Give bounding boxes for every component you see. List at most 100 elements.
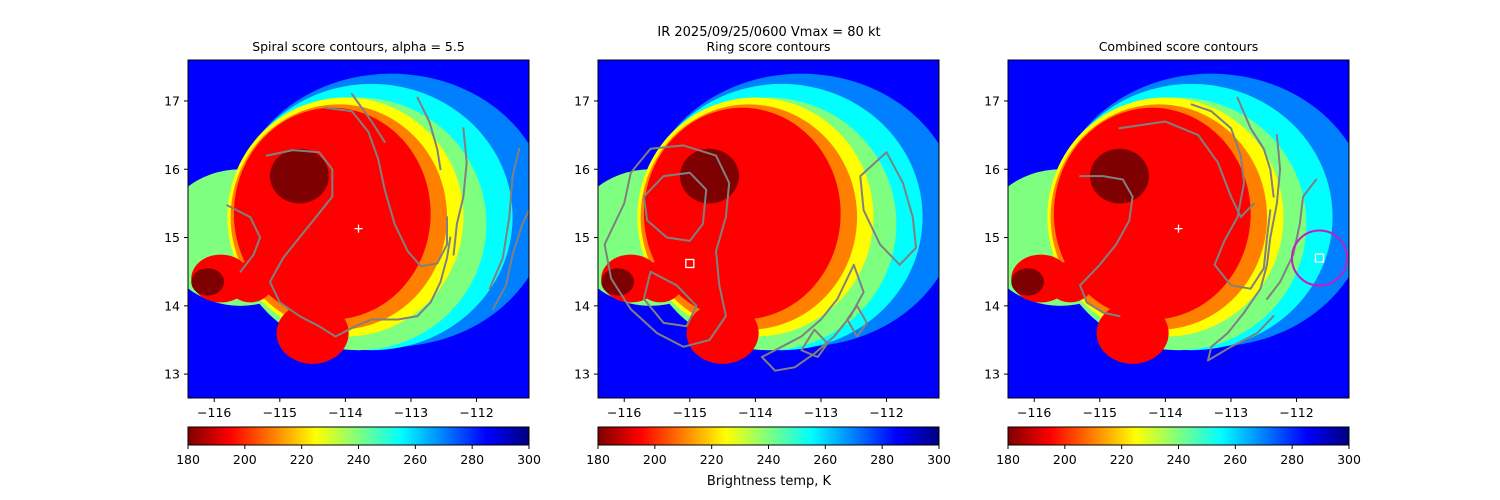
x-tick-label: −115 (673, 405, 707, 420)
ir-cloud-region (1047, 261, 1094, 303)
y-tick-label: 13 (984, 367, 1000, 382)
plot-area (188, 60, 529, 398)
x-tick-label: −113 (1214, 405, 1248, 420)
colorbar-tick-label: 220 (1110, 452, 1134, 467)
colorbar: 180 200 220 240 260 280 300 (586, 426, 951, 467)
colorbar-tick-label: 300 (1337, 452, 1361, 467)
colorbar-tick-label: 240 (347, 452, 371, 467)
y-tick-label: 15 (984, 230, 1000, 245)
ir-cloud-region (637, 261, 684, 303)
colorbar-bar (187, 426, 530, 446)
contour-line (1266, 178, 1318, 300)
x-tick-label: −112 (1279, 405, 1313, 420)
x-tick-label: −116 (197, 405, 231, 420)
colorbar-bar (597, 426, 940, 446)
colorbar-tick-label: 260 (813, 452, 837, 467)
axes-frame (1007, 59, 1350, 399)
colorbar-tick-label: 280 (870, 452, 894, 467)
ir-cloud-region (1096, 302, 1169, 364)
x-tick-label: −112 (459, 405, 493, 420)
y-tick-label: 15 (164, 230, 180, 245)
colorbar-tick-label: 260 (403, 452, 427, 467)
contour-line (1079, 284, 1121, 318)
center-square-marker (685, 258, 695, 269)
colorbar-tick-label: 260 (1223, 452, 1247, 467)
y-tick-label: 17 (574, 93, 590, 108)
contour-line (642, 270, 698, 328)
ir-cloud-region (276, 302, 349, 364)
ir-cloud-region (601, 268, 635, 296)
contour-line (642, 171, 708, 242)
x-tick-label: −115 (263, 405, 297, 420)
x-tick-label: −113 (394, 405, 428, 420)
contour-line (1190, 103, 1272, 290)
x-tick-label: −112 (869, 405, 903, 420)
panel-title: Ring score contours (706, 39, 830, 54)
ir-cloud-region (227, 261, 274, 303)
panel-2: Ring score contours −116 −115 −114 −113 −112 1… (574, 39, 951, 467)
x-tick-label: −114 (1148, 405, 1182, 420)
x-tick-label: −116 (1017, 405, 1051, 420)
panel-title: Spiral score contours, alpha = 5.5 (252, 39, 465, 54)
contour-line (1079, 175, 1134, 287)
y-tick-label: 14 (574, 298, 590, 313)
ir-cloud-region (1011, 268, 1045, 296)
contour-line (846, 304, 868, 338)
center-square-marker (1314, 253, 1325, 263)
ir-cloud-region (191, 268, 225, 296)
panels: Spiral score contours, alpha = 5.5 −116 −1… (164, 39, 1361, 467)
contour-line (350, 93, 386, 143)
colorbar-tick-label: 200 (1053, 452, 1077, 467)
contour-line (416, 96, 442, 171)
y-tick-label: 16 (574, 162, 590, 177)
x-tick-label: −114 (738, 405, 772, 420)
panel-3: Combined score contours −116 −115 −114 −113 −… (984, 39, 1361, 467)
x-tick-label: −116 (607, 405, 641, 420)
y-tick-label: 16 (984, 162, 1000, 177)
contour-line (324, 106, 448, 268)
contour-line (265, 149, 452, 338)
ir-cloud-region (679, 148, 739, 204)
colorbar-label: Brightness temp, K (707, 474, 832, 489)
contour-line (1207, 315, 1275, 362)
y-tick-label: 16 (164, 162, 180, 177)
contour-line (859, 151, 917, 266)
plot-area (598, 60, 939, 398)
contour-line (488, 147, 521, 290)
ir-cloud-region (269, 148, 329, 204)
ring-circle (1290, 229, 1349, 287)
y-tick-label: 15 (574, 230, 590, 245)
colorbar-tick-label: 200 (233, 452, 257, 467)
contour-line (226, 204, 262, 273)
contour-line (1118, 120, 1255, 219)
colorbar-tick-label: 180 (586, 452, 610, 467)
y-tick-label: 14 (164, 298, 180, 313)
colorbar-tick-label: 220 (290, 452, 314, 467)
ir-cloud-region (686, 302, 759, 364)
center-plus-marker (354, 224, 363, 233)
ir-cloud-region (1089, 148, 1149, 204)
y-tick-label: 13 (574, 367, 590, 382)
x-tick-label: −115 (1083, 405, 1117, 420)
plot-area (1008, 60, 1349, 398)
colorbar-tick-label: 240 (1167, 452, 1191, 467)
contour-line (800, 328, 829, 358)
panel-title: Combined score contours (1099, 39, 1259, 54)
colorbar-tick-label: 180 (996, 452, 1020, 467)
y-tick-label: 13 (164, 367, 180, 382)
x-tick-label: −114 (328, 405, 362, 420)
colorbar-tick-label: 300 (927, 452, 951, 467)
y-tick-label: 17 (164, 93, 180, 108)
colorbar-tick-label: 220 (700, 452, 724, 467)
axes-frame (597, 59, 940, 399)
colorbar-tick-label: 200 (643, 452, 667, 467)
colorbar-tick-label: 280 (460, 452, 484, 467)
colorbar-tick-label: 280 (1280, 452, 1304, 467)
y-tick-label: 17 (984, 93, 1000, 108)
colorbar: 180 200 220 240 260 280 300 (996, 426, 1361, 467)
figure-suptitle: IR 2025/09/25/0600 Vmax = 80 kt (657, 25, 880, 40)
colorbar-tick-label: 180 (176, 452, 200, 467)
contour-line (491, 207, 529, 311)
contour-line (603, 144, 731, 348)
